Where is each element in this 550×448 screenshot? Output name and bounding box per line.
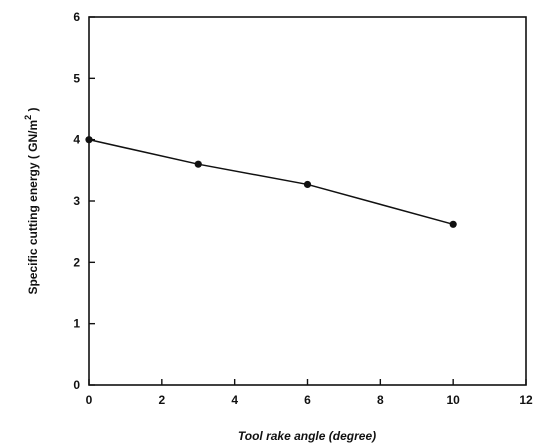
series-line-0 <box>88 138 454 226</box>
y-tick-label-2: 2 <box>73 255 80 269</box>
y-axis-label: Specific cutting energy ( GN/m2 ) <box>23 107 40 294</box>
x-tick-label-0: 0 <box>86 393 93 407</box>
x-tick-label-2: 4 <box>231 393 238 407</box>
y-tick-label-1: 1 <box>73 317 80 331</box>
y-tick-label-5: 5 <box>73 71 80 85</box>
x-axis-label: Tool rake angle (degree) <box>238 429 376 443</box>
plot-frame <box>88 16 527 386</box>
y-tick-label-0: 0 <box>73 378 80 392</box>
y-tick-label-4: 4 <box>73 133 80 147</box>
y-tick-label-3: 3 <box>73 194 80 208</box>
y-axis-label-sup: 2 <box>23 115 33 120</box>
series <box>85 136 457 228</box>
x-tick-label-1: 2 <box>158 393 165 407</box>
data-point-0-1 <box>194 160 202 168</box>
x-tick-label-3: 6 <box>304 393 311 407</box>
y-axis-label-prefix: Specific cutting energy ( GN/m <box>26 120 40 295</box>
y-tick-label-6: 6 <box>73 10 80 24</box>
y-axis-label-suffix: ) <box>26 107 40 114</box>
x-tick-label-4: 8 <box>377 393 384 407</box>
axes <box>88 16 527 386</box>
data-point-0-2 <box>303 180 312 189</box>
data-point-0-3 <box>449 220 457 228</box>
x-tick-label-5: 10 <box>446 393 460 407</box>
x-tick-label-6: 12 <box>519 393 533 407</box>
data-point-0-0 <box>85 136 93 144</box>
